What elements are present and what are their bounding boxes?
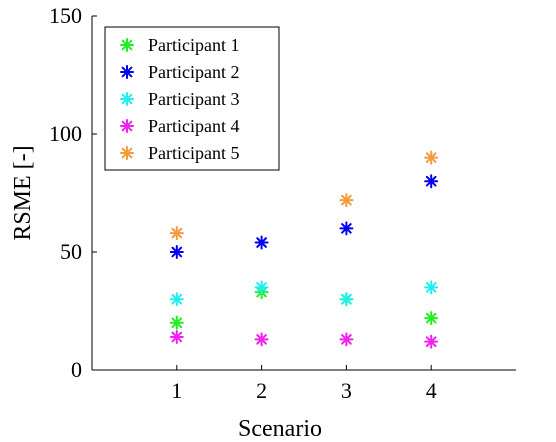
legend-label: Participant 3 bbox=[148, 89, 239, 109]
x-tick-label: 1 bbox=[171, 378, 182, 403]
data-point bbox=[339, 193, 354, 208]
data-point bbox=[424, 280, 439, 295]
legend-box bbox=[104, 26, 280, 171]
axis-ticks: 1 2 3 4 0 50 100 150 bbox=[49, 3, 437, 403]
data-point bbox=[424, 311, 439, 326]
data-point bbox=[169, 315, 184, 330]
data-point bbox=[254, 235, 269, 250]
y-tick-label: 0 bbox=[71, 357, 82, 382]
data-point bbox=[424, 174, 439, 189]
data-point bbox=[169, 245, 184, 259]
data-point bbox=[339, 332, 354, 347]
x-tick-label: 4 bbox=[426, 378, 437, 403]
data-point bbox=[339, 292, 354, 307]
x-tick-label: 3 bbox=[341, 378, 352, 403]
data-point bbox=[254, 332, 269, 347]
data-point bbox=[169, 226, 184, 241]
legend-marker bbox=[120, 38, 134, 52]
legend-marker bbox=[120, 65, 134, 79]
data-point bbox=[254, 280, 269, 295]
x-axis-label: Scenario bbox=[238, 416, 322, 442]
x-tick-label: 2 bbox=[256, 378, 267, 403]
y-tick-label: 150 bbox=[49, 3, 82, 28]
legend-marker bbox=[120, 92, 134, 106]
legend-label: Participant 1 bbox=[148, 35, 239, 55]
data-point bbox=[169, 292, 184, 307]
data-point bbox=[339, 221, 354, 236]
y-tick-label: 50 bbox=[60, 239, 82, 264]
y-axis-label: RSME [-] bbox=[10, 145, 36, 240]
legend-label: Participant 2 bbox=[148, 62, 239, 82]
data-point bbox=[424, 334, 439, 349]
legend-label: Participant 5 bbox=[148, 143, 239, 163]
legend: Participant 1 Participant 2 Participant 3 P… bbox=[104, 26, 280, 171]
legend-marker bbox=[120, 119, 134, 133]
y-tick-label: 100 bbox=[49, 121, 82, 146]
legend-marker bbox=[120, 146, 134, 160]
data-point bbox=[424, 150, 439, 165]
axes-frame bbox=[91, 16, 516, 371]
data-points bbox=[169, 150, 439, 349]
data-point bbox=[169, 329, 184, 344]
legend-label: Participant 4 bbox=[148, 116, 239, 136]
